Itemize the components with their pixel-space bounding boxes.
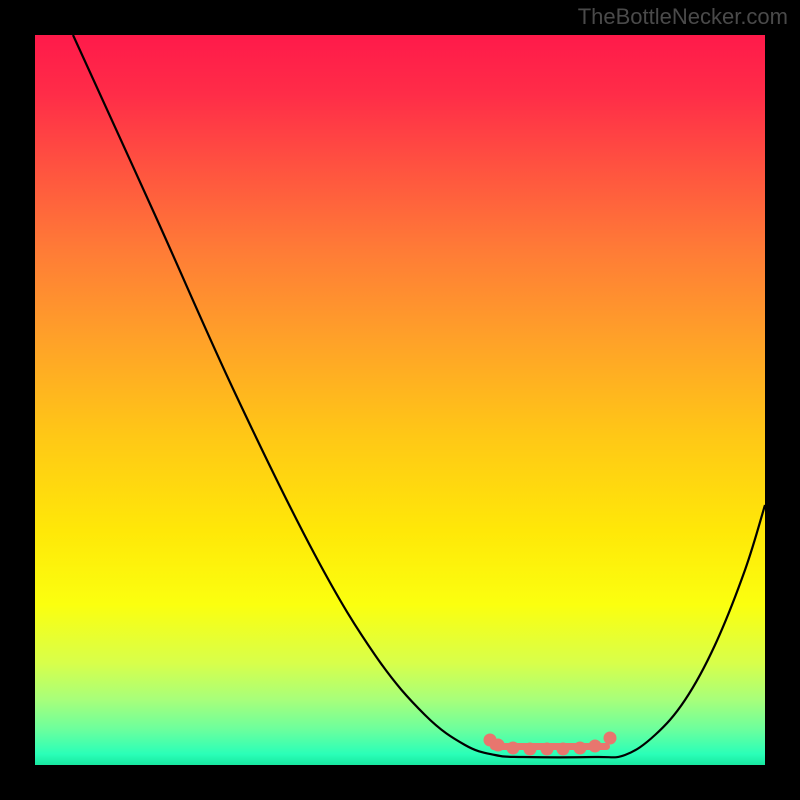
chart-curve-layer bbox=[35, 35, 765, 765]
bottleneck-curve bbox=[73, 35, 765, 757]
bottleneck-chart bbox=[35, 35, 765, 765]
watermark-text: TheBottleNecker.com bbox=[578, 4, 788, 30]
optimal-range-band bbox=[484, 732, 617, 756]
